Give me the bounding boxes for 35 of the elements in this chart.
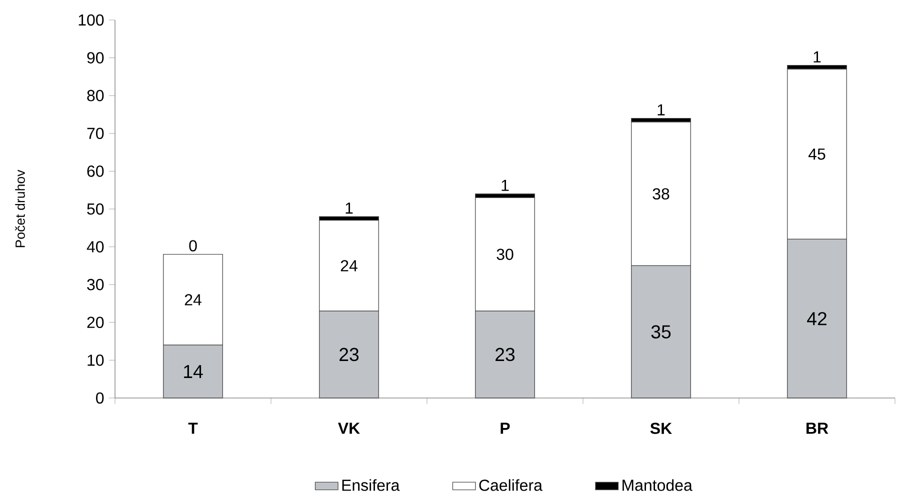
y-tick-label: 100: [78, 14, 104, 26]
data-label: 1: [658, 104, 665, 116]
y-tick-label: 20: [87, 316, 104, 328]
x-tick-label: BR: [806, 422, 828, 434]
data-label: 23: [340, 348, 359, 362]
y-axis-title: Počet druhov: [15, 170, 25, 248]
data-label: 45: [808, 148, 826, 160]
data-label: 30: [496, 248, 514, 260]
data-label: 24: [184, 294, 202, 306]
y-tick-label: 60: [87, 166, 104, 177]
data-label: 38: [652, 188, 670, 200]
legend-label: Mantodea: [622, 479, 692, 491]
y-tick-label: 40: [86, 241, 104, 252]
y-tick-label: 80: [87, 90, 104, 102]
y-tick-label: 30: [87, 278, 104, 290]
x-tick-label: VK: [338, 422, 360, 434]
data-label: 1: [502, 180, 509, 191]
data-label: 14: [184, 365, 203, 378]
x-tick-label: P: [500, 422, 510, 434]
data-label: 42: [807, 312, 826, 326]
y-tick-label: 90: [87, 52, 104, 64]
y-tick-label: 10: [88, 354, 104, 366]
data-label: 0: [189, 240, 197, 252]
x-tick-label: SK: [650, 422, 672, 434]
y-tick-label: 0: [96, 392, 104, 404]
y-tick-label: 70: [87, 128, 104, 140]
legend-label: Ensifera: [342, 479, 400, 491]
x-tick-label: T: [188, 422, 198, 434]
data-label: 23: [496, 348, 515, 362]
data-label: 35: [651, 325, 671, 338]
data-label: 1: [346, 202, 353, 214]
data-label: 24: [340, 260, 358, 272]
legend-label: Caelifera: [479, 479, 542, 491]
y-tick-label: 50: [87, 203, 104, 215]
data-label: 1: [814, 51, 821, 62]
